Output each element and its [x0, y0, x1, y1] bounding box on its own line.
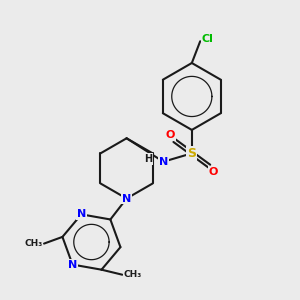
Text: N: N — [122, 194, 131, 203]
Text: N: N — [159, 157, 168, 167]
Text: Cl: Cl — [202, 34, 214, 44]
Text: H: H — [144, 154, 152, 164]
Text: N: N — [77, 209, 86, 219]
Text: O: O — [166, 130, 175, 140]
Text: CH₃: CH₃ — [124, 270, 142, 279]
Text: CH₃: CH₃ — [24, 239, 43, 248]
Text: O: O — [208, 167, 218, 177]
Text: N: N — [68, 260, 77, 270]
Text: S: S — [187, 147, 196, 160]
